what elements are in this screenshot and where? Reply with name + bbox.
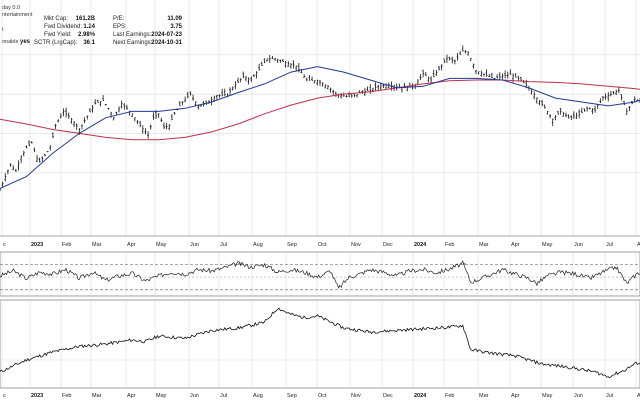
stat-mkt-cap-value: 161.2B	[76, 16, 96, 22]
x-tick-label: Mar	[92, 242, 102, 248]
x-tick-label: Oct	[318, 242, 327, 248]
x-tick-label-bottom: May	[156, 393, 167, 399]
relative-strength-panel	[0, 299, 640, 389]
x-tick-label-bottom: Mar	[92, 393, 102, 399]
x-tick-label: c	[3, 242, 6, 248]
x-tick-label-bottom: Jul	[220, 393, 227, 399]
momentum-panel	[0, 251, 640, 297]
price-x-axis: c 2023 Feb Mar Apr May Jun Jul Aug Sep Oct Nov Dec 20…	[3, 242, 640, 248]
x-tick-label-bottom: Feb	[445, 393, 454, 399]
header-line-2: ntertainment	[2, 12, 33, 18]
x-tick-label: Sep	[287, 242, 297, 248]
stats-left: Mkt Cap: 161.2B Fwd Dividend: 1.24 Fwd Y…	[34, 16, 96, 46]
header-fragment-4-value: yes	[20, 39, 31, 45]
x-tick-label: Apr	[511, 242, 520, 248]
x-tick-label-bottom: Jun	[190, 393, 199, 399]
x-tick-label: May	[542, 242, 553, 248]
bottom-x-axis: c 2023 Feb Mar Apr May Jun Jul Aug Sep Oct Nov Dec 20…	[3, 393, 640, 399]
momentum-line	[0, 260, 640, 289]
x-tick-label: Apr	[127, 242, 136, 248]
x-tick-label-bottom: c	[3, 393, 6, 399]
price-panel	[0, 0, 640, 237]
stat-last-earnings-value: 2024-07-23	[151, 32, 182, 38]
header-fragment-3: t	[2, 27, 4, 33]
x-tick-label-bottom: 2023	[31, 393, 43, 399]
relative-panel-frame	[0, 299, 640, 389]
x-tick-label: Jun	[190, 242, 199, 248]
stat-sctr-value: 36.1	[83, 40, 95, 46]
momentum-overbought-fills	[235, 263, 466, 265]
x-tick-label-bottom: Mar	[479, 393, 489, 399]
stat-last-earnings-label: Last Earnings:	[113, 32, 152, 38]
header-info: day 0.0 ntertainment t onable yes	[2, 5, 33, 45]
stat-fwd-dividend-value: 1.24	[83, 24, 95, 30]
momentum-panel-frame	[0, 251, 640, 297]
x-tick-label: Aug	[637, 242, 640, 248]
stat-pe-label: P/E:	[113, 16, 125, 22]
momentum-overbought-fill	[240, 264, 244, 265]
stats-right: P/E: 11.09 EPS: 3.75 Last Earnings: 2024…	[113, 16, 183, 46]
x-tick-label: Nov	[351, 242, 361, 248]
x-tick-label: Jul	[606, 242, 613, 248]
stat-next-earnings-value: 2024-10-31	[151, 40, 182, 46]
momentum-overbought-fill	[462, 263, 466, 265]
x-tick-label: 2024	[414, 242, 427, 248]
header-line-1: day 0.0	[2, 5, 20, 11]
x-tick-label: 2023	[31, 242, 43, 248]
x-tick-label: Jun	[574, 242, 583, 248]
moving-average-slow-line	[0, 79, 640, 141]
moving-average-fast-line	[0, 66, 640, 189]
stat-fwd-yield-value: 2.98%	[78, 32, 96, 38]
stat-eps-value: 3.75	[170, 24, 182, 30]
x-tick-label: Feb	[445, 242, 454, 248]
x-tick-label-bottom: Nov	[351, 393, 361, 399]
x-tick-label-bottom: Apr	[511, 393, 520, 399]
x-tick-label: Jul	[220, 242, 227, 248]
x-tick-label-bottom: Jul	[606, 393, 613, 399]
x-tick-label: Aug	[253, 242, 263, 248]
stat-fwd-yield-label: Fwd Yield:	[44, 32, 72, 38]
x-tick-label-bottom: 2024	[414, 393, 427, 399]
stat-mkt-cap-label: Mkt Cap:	[44, 16, 68, 22]
stat-fwd-dividend-label: Fwd Dividend:	[44, 24, 82, 30]
x-tick-label: May	[156, 242, 167, 248]
x-tick-label-bottom: May	[542, 393, 553, 399]
x-tick-label-bottom: Apr	[127, 393, 136, 399]
x-tick-label-bottom: Jun	[574, 393, 583, 399]
x-tick-label-bottom: Dec	[383, 393, 393, 399]
x-tick-label-bottom: Aug	[253, 393, 263, 399]
momentum-overbought-fill	[238, 263, 241, 265]
x-tick-label: Feb	[62, 242, 71, 248]
x-tick-label-bottom: Feb	[62, 393, 71, 399]
x-tick-label-bottom: Oct	[318, 393, 327, 399]
stat-pe-value: 11.09	[167, 16, 182, 22]
stat-eps-label: EPS:	[113, 24, 127, 30]
stat-sctr-label: SCTR (LrgCap):	[34, 40, 78, 46]
stat-next-earnings-label: Next Earnings:	[113, 40, 153, 46]
x-tick-label: Mar	[479, 242, 489, 248]
price-bars	[0, 45, 640, 191]
x-tick-label: Dec	[383, 242, 393, 248]
x-tick-label-bottom: Sep	[287, 393, 297, 399]
header-fragment-4: onable	[2, 39, 19, 45]
x-tick-label-bottom: Aug	[637, 393, 640, 399]
relative-strength-line	[0, 307, 640, 379]
